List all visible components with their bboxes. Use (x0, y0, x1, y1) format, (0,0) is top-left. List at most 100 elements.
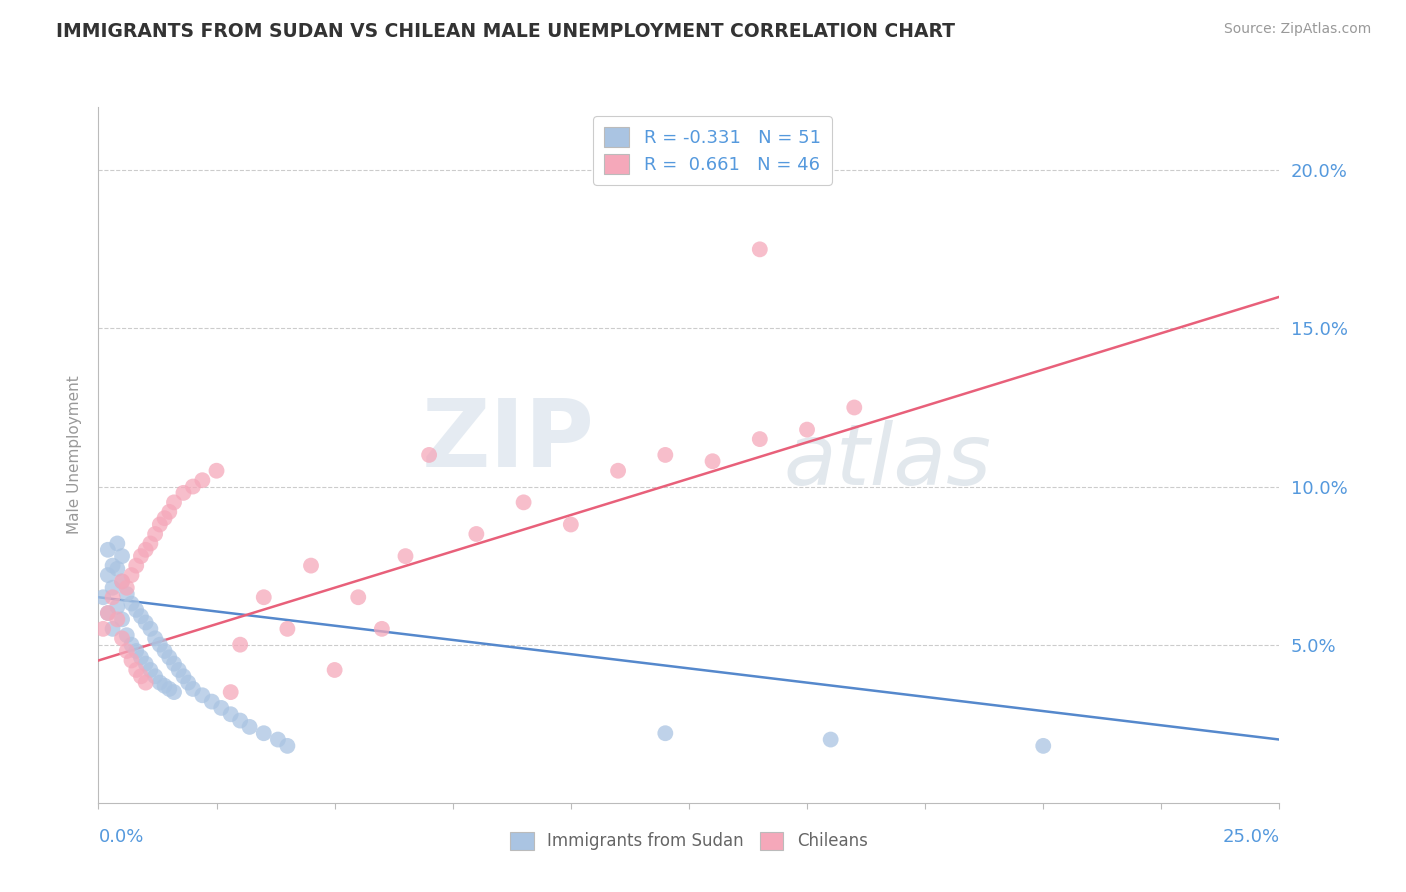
Point (105, 536, 128, 550)
Point (157, 650, 180, 665)
Text: 0.0%: 0.0% (98, 828, 143, 847)
Point (276, 622, 298, 636)
Point (181, 479, 204, 493)
Legend: Immigrants from Sudan, Chileans: Immigrants from Sudan, Chileans (503, 825, 875, 857)
Point (135, 657, 157, 671)
Point (219, 685, 242, 699)
Point (129, 650, 152, 665)
Point (97, 606, 120, 620)
Point (512, 495, 534, 509)
Point (157, 681, 180, 696)
Point (267, 732, 290, 747)
Point (111, 574, 134, 589)
Point (111, 549, 134, 563)
Point (205, 464, 228, 478)
Point (143, 632, 166, 646)
Point (748, 243, 770, 257)
Point (105, 562, 128, 576)
Point (157, 505, 180, 519)
Point (121, 568, 143, 582)
Point (560, 517, 582, 532)
Point (748, 432, 770, 446)
Point (149, 675, 172, 690)
Point (139, 622, 162, 636)
Point (115, 628, 138, 642)
Point (654, 726, 676, 740)
Point (181, 681, 204, 696)
Point (201, 695, 224, 709)
Point (121, 638, 143, 652)
Point (172, 486, 194, 500)
Point (239, 720, 262, 734)
Point (111, 612, 134, 626)
Point (844, 401, 866, 415)
Point (153, 644, 176, 658)
Point (371, 622, 394, 636)
Point (105, 599, 128, 614)
Point (149, 517, 172, 532)
Point (125, 644, 148, 658)
Y-axis label: Male Unemployment: Male Unemployment (67, 376, 83, 534)
Point (702, 454, 724, 468)
Point (191, 473, 214, 487)
Point (253, 726, 276, 740)
Point (418, 448, 440, 462)
Point (163, 495, 186, 509)
Text: Source: ZipAtlas.com: Source: ZipAtlas.com (1223, 22, 1371, 37)
Point (101, 558, 124, 573)
Point (101, 591, 124, 605)
Point (253, 591, 276, 605)
Text: ZIP: ZIP (422, 395, 595, 487)
Point (163, 685, 186, 699)
Point (135, 542, 157, 557)
Point (125, 663, 148, 677)
Point (139, 663, 162, 677)
Point (607, 464, 630, 478)
Point (101, 581, 124, 595)
Point (394, 549, 416, 563)
Point (347, 591, 370, 605)
Point (167, 663, 190, 677)
Text: atlas: atlas (783, 420, 991, 503)
Point (172, 669, 194, 683)
Point (153, 511, 176, 525)
Point (97, 606, 120, 620)
Point (111, 632, 134, 646)
Point (143, 527, 166, 541)
Point (1032, 739, 1054, 753)
Point (125, 603, 148, 617)
Point (229, 638, 252, 652)
Point (229, 714, 252, 728)
Point (115, 644, 138, 658)
Point (139, 536, 162, 550)
Point (97, 542, 120, 557)
Point (149, 638, 172, 652)
Point (129, 669, 152, 683)
Point (129, 549, 152, 563)
Point (820, 732, 842, 747)
Point (135, 675, 157, 690)
Point (129, 609, 152, 624)
Point (91, 591, 114, 605)
Text: IMMIGRANTS FROM SUDAN VS CHILEAN MALE UNEMPLOYMENT CORRELATION CHART: IMMIGRANTS FROM SUDAN VS CHILEAN MALE UN… (56, 22, 955, 41)
Point (323, 663, 346, 677)
Point (121, 597, 143, 611)
Point (153, 679, 176, 693)
Point (654, 448, 676, 462)
Point (101, 622, 124, 636)
Point (299, 558, 322, 573)
Point (121, 653, 143, 667)
Point (276, 739, 298, 753)
Point (143, 669, 166, 683)
Point (97, 568, 120, 582)
Point (177, 675, 200, 690)
Point (163, 657, 186, 671)
Point (111, 574, 134, 589)
Point (135, 615, 157, 630)
Text: 25.0%: 25.0% (1222, 828, 1279, 847)
Point (209, 701, 232, 715)
Point (125, 558, 148, 573)
Point (191, 688, 214, 702)
Point (796, 423, 818, 437)
Point (91, 622, 114, 636)
